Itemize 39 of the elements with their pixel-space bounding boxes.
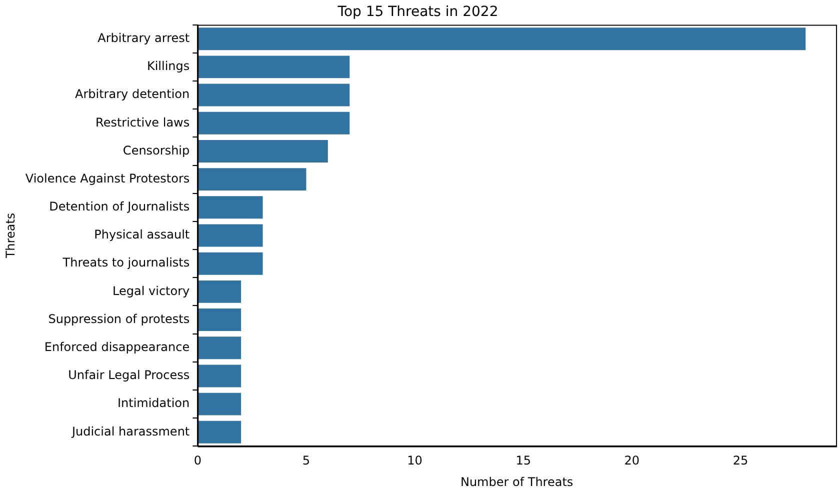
y-tick-label: Killings — [146, 59, 190, 74]
x-tick-label: 10 — [407, 454, 422, 468]
y-tick-label: Judicial harassment — [70, 424, 190, 438]
y-axis-title: Threats — [3, 212, 18, 260]
bar — [198, 112, 350, 134]
bar — [198, 84, 350, 106]
bar — [198, 280, 242, 303]
x-tick-label: 0 — [194, 454, 202, 468]
x-axis-title: Number of Threats — [460, 474, 574, 489]
bar — [198, 308, 242, 332]
y-tick-label: Enforced disappearance — [44, 340, 190, 354]
y-tick-label: Censorship — [122, 143, 190, 158]
bar — [198, 168, 306, 191]
bar — [198, 28, 806, 50]
x-tick-label: 5 — [302, 454, 310, 468]
y-tick-label: Arbitrary detention — [75, 87, 190, 102]
y-tick-label: Arbitrary arrest — [98, 30, 190, 45]
y-tick-label: Threats to journalists — [62, 256, 190, 270]
bar — [198, 56, 350, 78]
bar — [198, 420, 242, 444]
chart-title: Top 15 Threats in 2022 — [336, 4, 498, 20]
bar — [198, 224, 263, 247]
y-tick-label: Violence Against Protestors — [25, 171, 190, 186]
bar — [198, 392, 242, 416]
bar — [198, 196, 263, 219]
y-tick-label: Unfair Legal Process — [68, 368, 190, 382]
bar — [198, 140, 328, 162]
y-tick-label: Detention of Journalists — [49, 200, 190, 214]
x-tick-label: 20 — [624, 454, 640, 468]
x-tick-label: 25 — [732, 454, 748, 468]
y-tick-label: Suppression of protests — [48, 312, 190, 326]
bar — [198, 364, 242, 388]
y-tick-label: Intimidation — [117, 396, 190, 410]
bar — [198, 252, 263, 275]
y-tick-label: Physical assault — [94, 228, 190, 242]
y-tick-label: Legal victory — [112, 284, 190, 298]
y-tick-label: Restrictive laws — [96, 115, 190, 130]
x-tick-label: 15 — [516, 454, 531, 468]
bar — [198, 336, 242, 360]
